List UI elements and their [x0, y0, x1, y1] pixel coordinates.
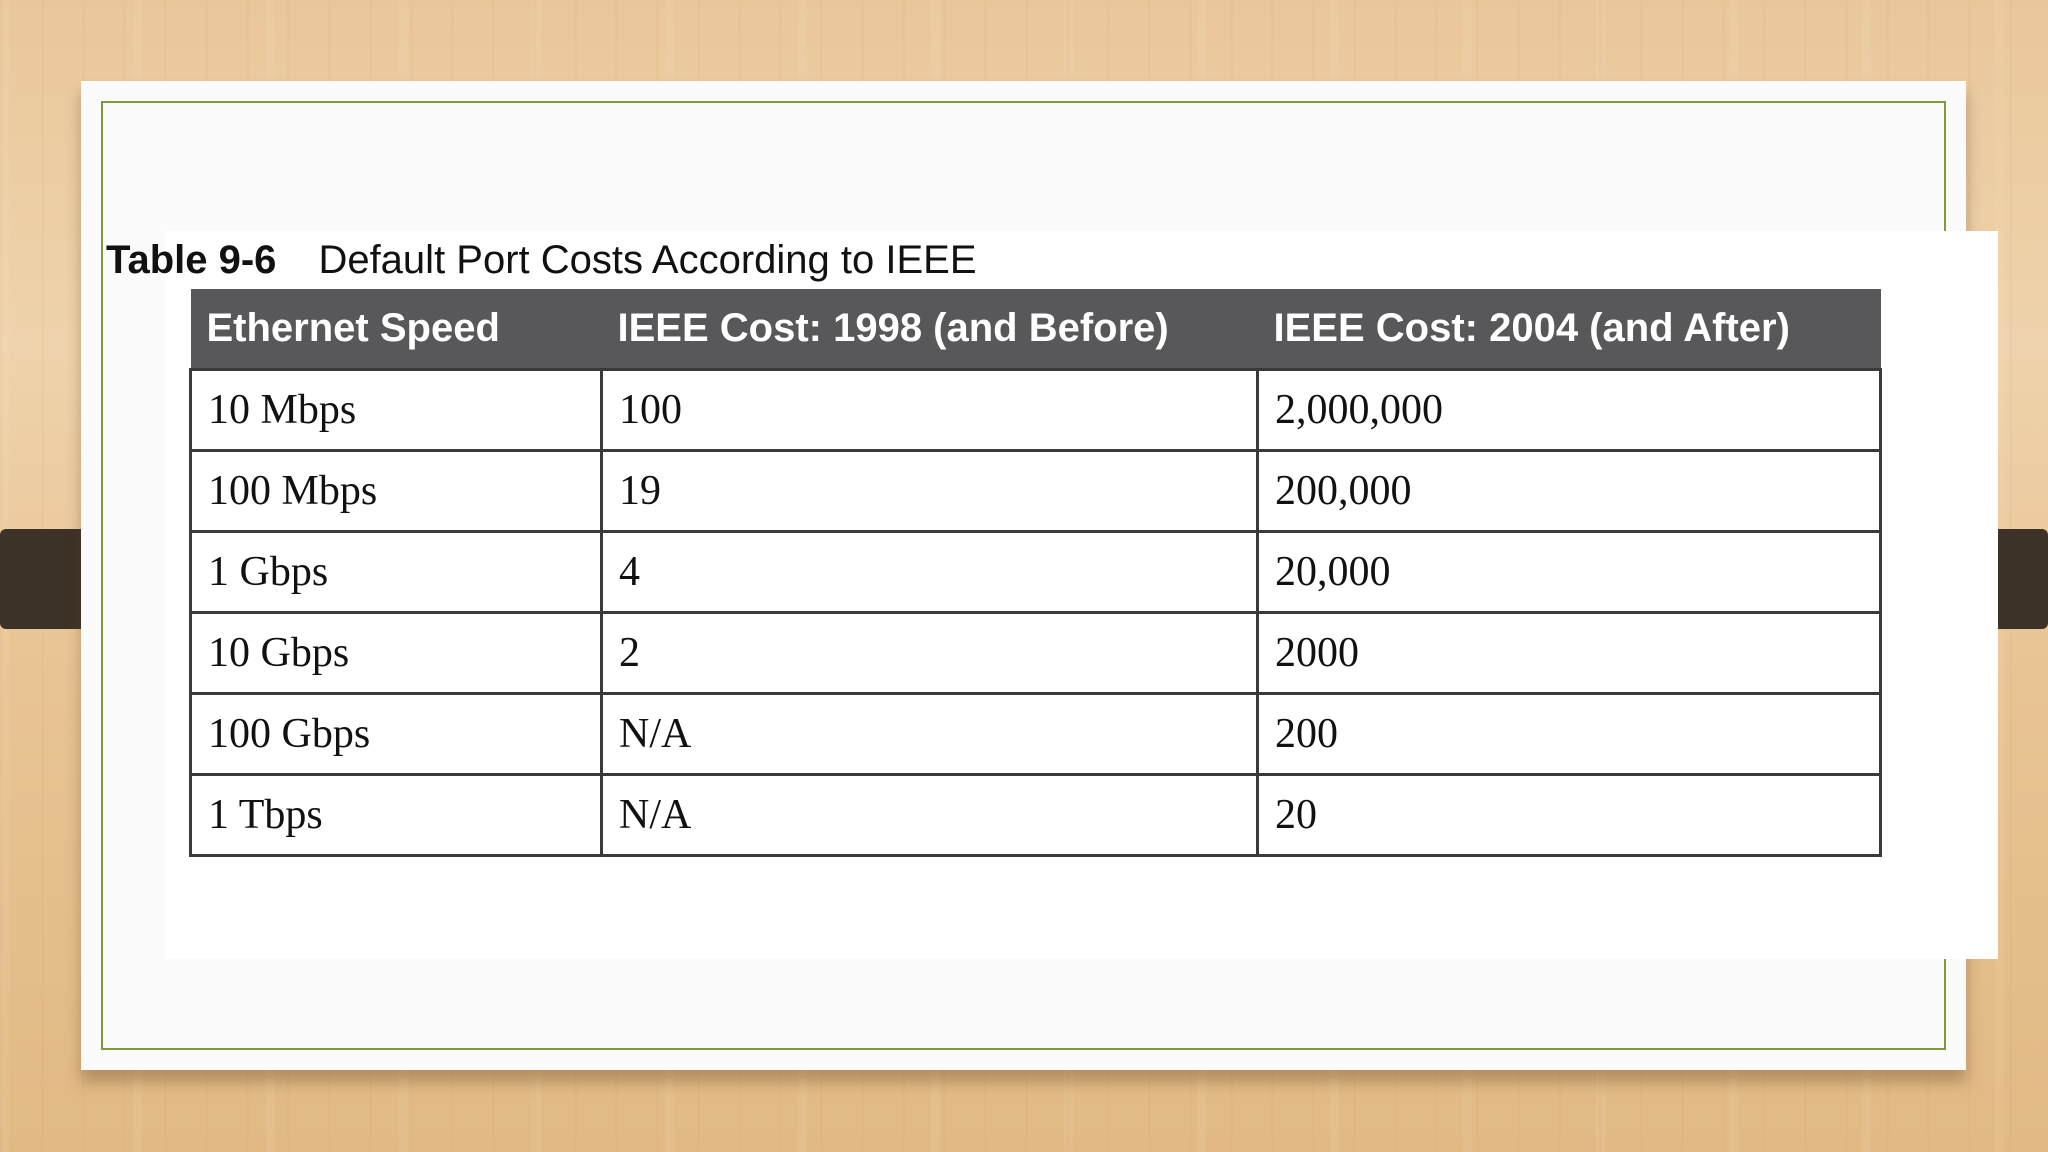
- port-cost-table: Ethernet Speed IEEE Cost: 1998 (and Befo…: [189, 289, 1882, 857]
- speed-cell: 1 Tbps: [189, 772, 603, 857]
- table-number: Table 9-6: [106, 238, 277, 282]
- cost-2004-cell: 2000: [1256, 610, 1882, 695]
- column-header: IEEE Cost: 1998 (and Before): [601, 289, 1258, 371]
- speed-cell: 100 Gbps: [189, 691, 603, 776]
- speed-cell: 1 Gbps: [189, 529, 603, 614]
- table-row: 1 Tbps N/A 20: [189, 772, 1882, 857]
- cost-2004-cell: 2,000,000: [1256, 367, 1882, 452]
- speed-cell: 10 Mbps: [189, 367, 603, 452]
- cost-2004-cell: 20,000: [1256, 529, 1882, 614]
- header-row: Ethernet Speed IEEE Cost: 1998 (and Befo…: [190, 289, 1881, 371]
- table-row: 10 Mbps 100 2,000,000: [189, 367, 1882, 452]
- cost-1998-cell: N/A: [600, 691, 1259, 776]
- speed-cell: 10 Gbps: [189, 610, 603, 695]
- cost-1998-cell: N/A: [600, 772, 1259, 857]
- cost-1998-cell: 2: [600, 610, 1259, 695]
- table-row: 10 Gbps 2 2000: [189, 610, 1882, 695]
- table-row: 1 Gbps 4 20,000: [189, 529, 1882, 614]
- column-header: IEEE Cost: 2004 (and After): [1257, 289, 1881, 371]
- table-row: 100 Gbps N/A 200: [189, 691, 1882, 776]
- cost-2004-cell: 200,000: [1256, 448, 1882, 533]
- table-caption: Table 9-6 Default Port Costs According to…: [106, 238, 977, 283]
- table-row: 100 Mbps 19 200,000: [189, 448, 1882, 533]
- cost-2004-cell: 200: [1256, 691, 1882, 776]
- speed-cell: 100 Mbps: [189, 448, 603, 533]
- table-title: Default Port Costs According to IEEE: [318, 238, 977, 282]
- cost-1998-cell: 100: [600, 367, 1259, 452]
- cost-1998-cell: 19: [600, 448, 1259, 533]
- cost-1998-cell: 4: [600, 529, 1259, 614]
- column-header: Ethernet Speed: [190, 289, 602, 371]
- cost-2004-cell: 20: [1256, 772, 1882, 857]
